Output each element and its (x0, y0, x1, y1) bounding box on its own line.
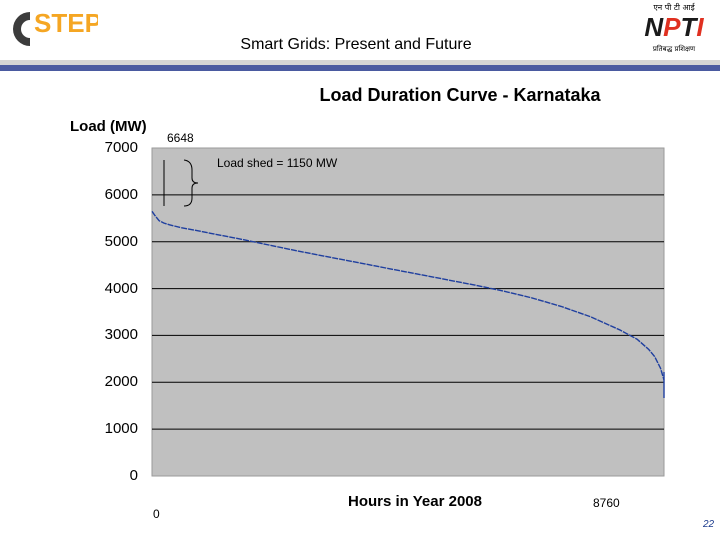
npti-logo: एन पी टी आई NPTI प्रतिबद्ध प्रशिक्षण (644, 2, 704, 53)
x-tick-label-end: 8760 (593, 496, 620, 510)
svg-text:NPTI: NPTI (644, 12, 704, 42)
x-axis-label: Hours in Year 2008 (348, 493, 482, 510)
y-tick-label: 4000 (104, 279, 138, 297)
y-tick-label: 6000 (104, 185, 138, 203)
y-tick-label: 1000 (104, 420, 138, 438)
load-shed-brace (183, 159, 199, 207)
gridlines (152, 194, 664, 430)
page-number: 22 (703, 519, 715, 530)
slide-title: Smart Grids: Present and Future (240, 36, 472, 53)
svg-text:एन पी टी आई: एन पी टी आई (653, 2, 695, 12)
y-axis-label: Load (MW) (70, 118, 147, 135)
svg-text:STEP: STEP (34, 8, 98, 38)
chart-title: Load Duration Curve - Karnataka (319, 85, 601, 105)
y-tick-label: 5000 (104, 232, 138, 250)
header-divider (0, 60, 720, 72)
y-tick-label: 7000 (104, 139, 138, 156)
cstep-logo: STEP (13, 8, 98, 46)
x-tick-label-start: 0 (153, 507, 160, 521)
load-curve-line (151, 210, 665, 381)
y-tick-label: 3000 (104, 326, 138, 344)
svg-text:प्रतिबद्ध प्रशिक्षण: प्रतिबद्ध प्रशिक्षण (653, 44, 696, 53)
y-tick-label: 0 (129, 467, 138, 484)
peak-load-annotation: 6648 (167, 131, 194, 145)
load-shed-annotation: Load shed = 1150 MW (217, 156, 338, 170)
y-tick-label: 2000 (104, 373, 138, 391)
plot-area (151, 147, 665, 477)
